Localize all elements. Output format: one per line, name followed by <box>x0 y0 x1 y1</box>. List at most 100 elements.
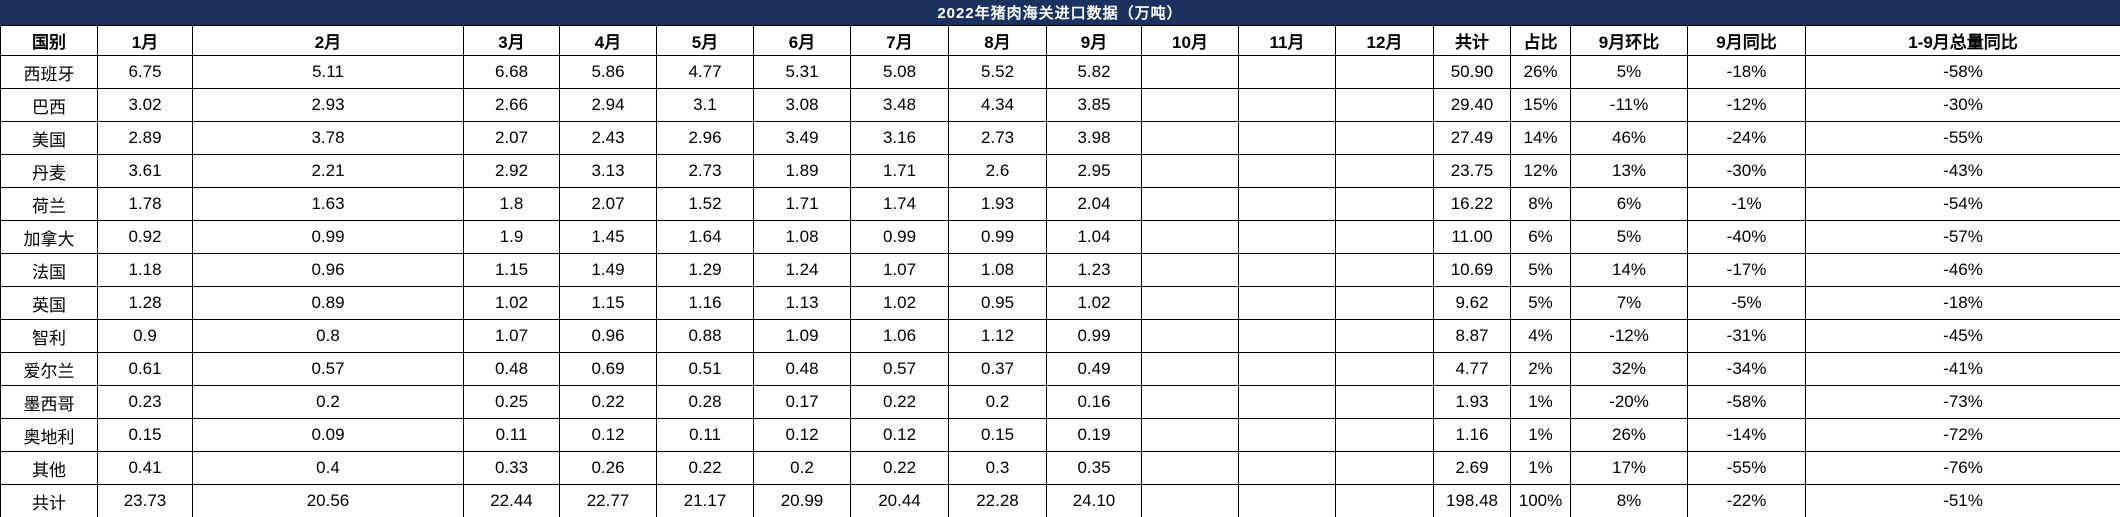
value-cell <box>1335 352 1434 386</box>
value-cell: 0.69 <box>559 352 657 386</box>
value-cell: 21.17 <box>656 484 754 517</box>
value-cell: 3.16 <box>850 121 949 155</box>
value-cell: 22.77 <box>559 484 657 517</box>
value-cell: 50.90 <box>1433 55 1511 89</box>
column-header-5: 5月 <box>656 25 754 56</box>
value-cell: 0.11 <box>656 418 754 452</box>
table-row: 爱尔兰 0.61 0.57 0.48 0.69 0.51 0.48 0.57 0.37 0.49 4… <box>0 352 2120 386</box>
value-cell: 0.4 <box>192 451 464 485</box>
value-cell: 2.43 <box>559 121 657 155</box>
value-cell: 1.04 <box>1046 220 1142 254</box>
header-row: 国别 1月 2月 3月 4月 5月 6月 7月 8月 9月 10月 11月 12月 共计 占比 9月环比 9月同… <box>0 25 2120 56</box>
value-cell: 0.99 <box>948 220 1047 254</box>
column-header-7: 7月 <box>850 25 949 56</box>
value-cell: 0.49 <box>1046 352 1142 386</box>
value-cell <box>1238 451 1336 485</box>
value-cell: 0.19 <box>1046 418 1142 452</box>
value-cell: 0.3 <box>948 451 1047 485</box>
column-header-4: 4月 <box>559 25 657 56</box>
value-cell: 3.02 <box>97 88 193 122</box>
value-cell: 1.16 <box>1433 418 1511 452</box>
column-header-10: 10月 <box>1141 25 1239 56</box>
value-cell: 5% <box>1570 220 1688 254</box>
value-cell: 0.17 <box>753 385 851 419</box>
value-cell: 0.37 <box>948 352 1047 386</box>
value-cell <box>1238 319 1336 353</box>
value-cell: 1.07 <box>850 253 949 287</box>
column-header-11: 11月 <box>1238 25 1336 56</box>
value-cell: 1.02 <box>463 286 560 320</box>
value-cell: -22% <box>1687 484 1806 517</box>
value-cell <box>1141 484 1239 517</box>
table-row: 其他 0.41 0.4 0.33 0.26 0.22 0.2 0.22 0.3 0.35 2.69 1… <box>0 451 2120 485</box>
value-cell <box>1141 88 1239 122</box>
value-cell: 10.69 <box>1433 253 1511 287</box>
column-header-6: 6月 <box>753 25 851 56</box>
value-cell: 2.96 <box>656 121 754 155</box>
value-cell: 4% <box>1510 319 1571 353</box>
value-cell: 0.96 <box>559 319 657 353</box>
value-cell: 11.00 <box>1433 220 1511 254</box>
value-cell: 0.99 <box>192 220 464 254</box>
value-cell: 1.06 <box>850 319 949 353</box>
value-cell: 0.92 <box>97 220 193 254</box>
value-cell <box>1238 385 1336 419</box>
table-row: 英国 1.28 0.89 1.02 1.15 1.16 1.13 1.02 0.95 1.02 9.… <box>0 286 2120 320</box>
value-cell <box>1238 286 1336 320</box>
value-cell: 23.75 <box>1433 154 1511 188</box>
value-cell: 14% <box>1570 253 1688 287</box>
value-cell <box>1141 319 1239 353</box>
value-cell: 26% <box>1510 55 1571 89</box>
value-cell: 8.87 <box>1433 319 1511 353</box>
value-cell: 3.78 <box>192 121 464 155</box>
value-cell: 15% <box>1510 88 1571 122</box>
country-cell: 荷兰 <box>0 187 98 221</box>
value-cell: 3.13 <box>559 154 657 188</box>
value-cell <box>1141 451 1239 485</box>
column-header-12: 12月 <box>1335 25 1434 56</box>
value-cell <box>1141 286 1239 320</box>
value-cell: 17% <box>1570 451 1688 485</box>
value-cell: 0.11 <box>463 418 560 452</box>
value-cell: 0.48 <box>463 352 560 386</box>
value-cell: 1.18 <box>97 253 193 287</box>
value-cell: 0.33 <box>463 451 560 485</box>
table-row: 加拿大 0.92 0.99 1.9 1.45 1.64 1.08 0.99 0.99 1.04 11… <box>0 220 2120 254</box>
value-cell: 5.31 <box>753 55 851 89</box>
value-cell <box>1238 88 1336 122</box>
value-cell: -18% <box>1687 55 1806 89</box>
value-cell: 20.44 <box>850 484 949 517</box>
country-cell: 西班牙 <box>0 55 98 89</box>
value-cell: 1.78 <box>97 187 193 221</box>
value-cell <box>1141 253 1239 287</box>
value-cell <box>1238 187 1336 221</box>
value-cell: 1% <box>1510 418 1571 452</box>
value-cell: -18% <box>1805 286 2120 320</box>
value-cell: 3.49 <box>753 121 851 155</box>
value-cell: 0.12 <box>559 418 657 452</box>
value-cell: 0.88 <box>656 319 754 353</box>
table-row: 丹麦 3.61 2.21 2.92 3.13 2.73 1.89 1.71 2.6 2.95 23.… <box>0 154 2120 188</box>
value-cell: -11% <box>1570 88 1688 122</box>
value-cell <box>1141 154 1239 188</box>
value-cell: 9.62 <box>1433 286 1511 320</box>
value-cell <box>1141 220 1239 254</box>
value-cell: -55% <box>1805 121 2120 155</box>
value-cell: 1.49 <box>559 253 657 287</box>
value-cell: 1.02 <box>850 286 949 320</box>
value-cell: -17% <box>1687 253 1806 287</box>
value-cell: -31% <box>1687 319 1806 353</box>
table-row: 奥地利 0.15 0.09 0.11 0.12 0.11 0.12 0.12 0.15 0.19 1… <box>0 418 2120 452</box>
table-row: 智利 0.9 0.8 1.07 0.96 0.88 1.09 1.06 1.12 0.99 8.87… <box>0 319 2120 353</box>
value-cell: -34% <box>1687 352 1806 386</box>
value-cell: -41% <box>1805 352 2120 386</box>
value-cell <box>1141 187 1239 221</box>
value-cell <box>1335 451 1434 485</box>
value-cell: 3.1 <box>656 88 754 122</box>
value-cell: 0.2 <box>948 385 1047 419</box>
value-cell <box>1335 319 1434 353</box>
value-cell: 2% <box>1510 352 1571 386</box>
value-cell: 1.52 <box>656 187 754 221</box>
value-cell: 5% <box>1510 253 1571 287</box>
value-cell <box>1238 220 1336 254</box>
